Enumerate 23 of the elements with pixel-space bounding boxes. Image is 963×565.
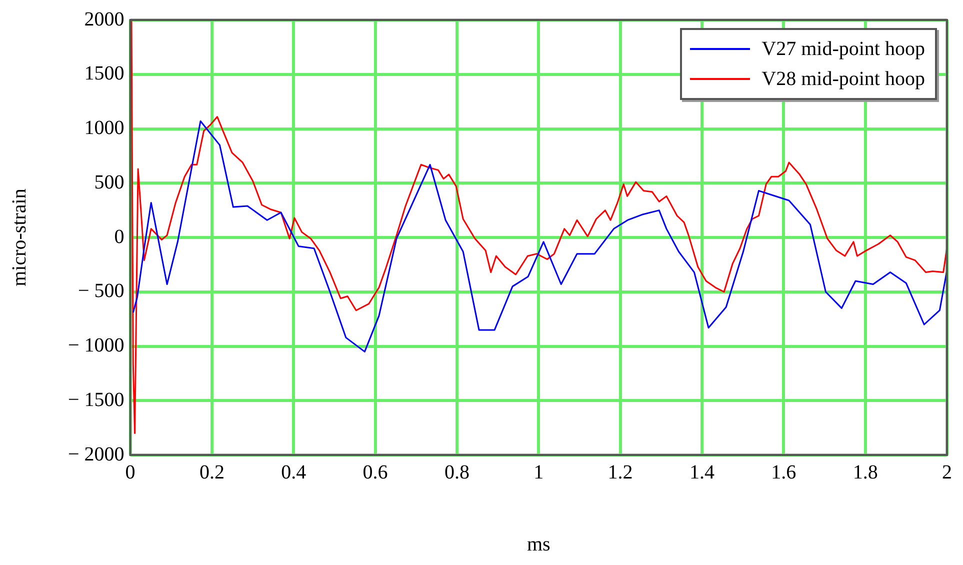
x-tick-label: 1.2 [608,461,633,484]
x-tick-label: 0.4 [281,461,306,484]
x-tick-label: 1 [534,461,544,484]
x-tick-label: 1.4 [689,461,714,484]
y-tick-label: − 1000 [68,334,124,356]
y-tick-label: 500 [94,171,124,194]
y-tick-label: 2000 [84,8,124,30]
x-tick-label: 2 [942,461,952,484]
y-tick-label: 1000 [84,117,124,139]
x-tick-label: 1.8 [852,461,878,484]
y-tick-label: − 500 [78,280,124,302]
y-tick-label: 0 [114,226,124,248]
y-tick-label: − 2000 [68,443,124,466]
x-tick-label: 0.6 [362,461,388,484]
y-tick-label: − 1500 [68,388,124,411]
legend-label: V27 mid-point hoop [762,38,925,60]
y-axis-title: micro-strain [8,188,30,286]
legend-label: V28 mid-point hoop [762,68,925,90]
x-tick-label: 0.2 [199,461,224,484]
x-tick-label: 1.6 [771,461,796,484]
y-tick-label: 1500 [84,62,124,85]
x-tick-label: 0.8 [444,461,470,484]
x-axis-title: ms [526,533,551,556]
